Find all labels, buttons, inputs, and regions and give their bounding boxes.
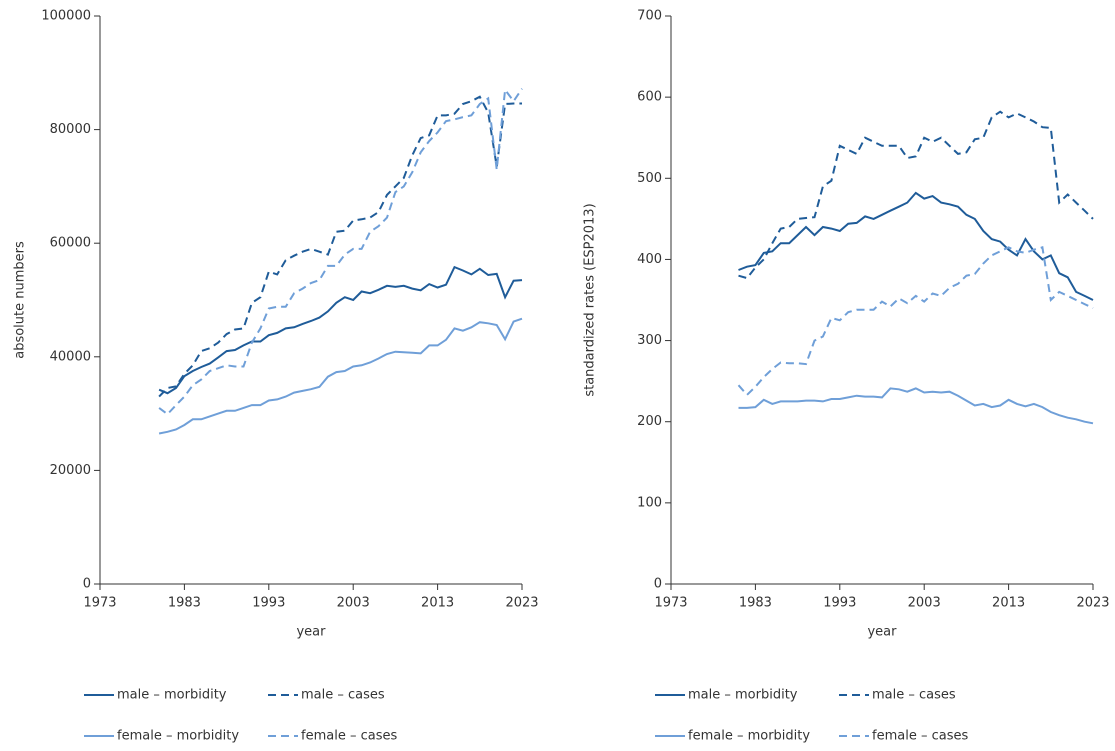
series-line: [158, 317, 523, 435]
y-tick-label: 100: [637, 495, 662, 510]
series-line: [738, 387, 1094, 425]
x-tick-label: 1973: [654, 596, 687, 611]
y-tick-label: 600: [637, 90, 662, 105]
y-tick-label: 500: [637, 171, 662, 186]
chart: 0 20000 40000 60000 80000 100000 1973 1983 1993 2…: [13, 9, 539, 744]
chart: 0 100 200 300 400 500 600 700 1973 1983 1993 2003 20…: [583, 9, 1110, 744]
x-tick-label: 1993: [252, 596, 285, 611]
x-tick-label: 1983: [168, 596, 201, 611]
y-tick-label: 700: [637, 9, 662, 24]
x-axis-label: year: [296, 625, 326, 640]
legend-label: female – morbidity: [688, 729, 810, 744]
series-line: [158, 95, 522, 398]
x-tick-label: 2023: [505, 596, 538, 611]
x-tick-label: 2023: [1076, 596, 1109, 611]
legend-label: female – cases: [872, 729, 968, 744]
legend-label: male – morbidity: [688, 688, 798, 703]
y-tick-label: 400: [637, 252, 662, 267]
x-tick-label: 1983: [739, 596, 772, 611]
x-tick-label: 2013: [992, 596, 1025, 611]
x-axis-label: year: [867, 625, 897, 640]
y-tick-label: 40000: [50, 349, 91, 364]
legend-label: female – cases: [301, 729, 397, 744]
y-axis-label: standardized rates (ESP2013): [583, 203, 598, 396]
y-axis-label: absolute numbers: [13, 241, 28, 359]
legend-label: male – cases: [301, 688, 385, 703]
series-line: [737, 246, 1094, 397]
y-tick-label: 20000: [50, 463, 91, 478]
x-tick-label: 2003: [908, 596, 941, 611]
y-tick-label: 0: [83, 577, 91, 592]
legend-label: male – cases: [872, 688, 956, 703]
legend-label: female – morbidity: [117, 729, 239, 744]
x-tick-label: 2003: [337, 596, 370, 611]
x-tick-label: 1993: [823, 596, 856, 611]
y-tick-label: 80000: [50, 122, 91, 137]
series-line: [158, 87, 523, 416]
y-tick-label: 100000: [41, 9, 91, 24]
y-tick-label: 60000: [50, 236, 91, 251]
y-tick-label: 200: [637, 414, 662, 429]
x-tick-label: 2013: [421, 596, 454, 611]
y-tick-label: 300: [637, 333, 662, 348]
y-tick-label: 0: [654, 577, 662, 592]
legend-label: male – morbidity: [117, 688, 227, 703]
series-line: [158, 265, 523, 395]
series-line: [738, 191, 1094, 301]
x-tick-label: 1973: [83, 596, 116, 611]
series-line: [738, 110, 1094, 280]
